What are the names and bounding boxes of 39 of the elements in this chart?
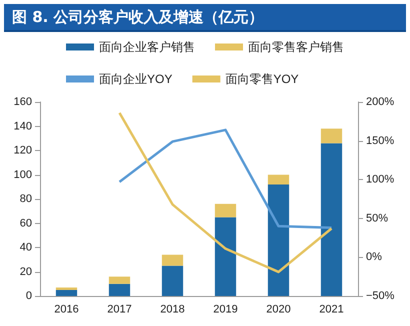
bar xyxy=(56,290,78,296)
x-tick-label: 2019 xyxy=(213,304,238,316)
bar xyxy=(320,128,342,144)
y-tick-label: 40 xyxy=(20,242,32,254)
bar xyxy=(108,284,130,296)
y2-tick-label: 200% xyxy=(366,96,394,108)
y-tick-label: 80 xyxy=(20,193,32,205)
legend-label: 面向零售客户销售 xyxy=(248,40,344,54)
x-tick-label: 2018 xyxy=(160,304,185,316)
legend-label: 面向零售YOY xyxy=(225,72,299,86)
y2-tick-label: 50% xyxy=(366,212,388,224)
y2-tick-label: 0% xyxy=(366,251,382,264)
bar xyxy=(162,266,184,296)
bar xyxy=(214,217,236,296)
y2-tick-label: 100% xyxy=(366,174,394,186)
bar xyxy=(108,276,130,284)
x-tick-label: 2017 xyxy=(107,304,132,316)
line-series xyxy=(118,128,333,229)
bar xyxy=(214,204,236,218)
line-series xyxy=(118,112,333,274)
y2-tick-label: −50% xyxy=(366,290,395,302)
y2-tick-label: 150% xyxy=(366,134,394,147)
legend-label: 面向企业客户销售 xyxy=(99,40,195,54)
y-tick-label: 60 xyxy=(20,217,32,230)
y-tick-label: 100 xyxy=(14,168,32,181)
bar xyxy=(268,174,290,184)
y-tick-label: 140 xyxy=(14,120,32,132)
bar xyxy=(268,184,290,296)
bar xyxy=(162,254,184,266)
bar xyxy=(320,143,342,296)
y-tick-label: 120 xyxy=(14,144,32,156)
y-tick-label: 0 xyxy=(26,290,32,302)
x-tick-label: 2021 xyxy=(319,304,344,316)
x-tick-label: 2020 xyxy=(266,304,291,316)
legend-label: 面向企业YOY xyxy=(99,72,172,86)
x-tick-label: 2016 xyxy=(54,304,79,316)
y-tick-label: 20 xyxy=(20,266,32,278)
y-tick-label: 160 xyxy=(14,96,32,108)
chart-title: 图 8. 公司分客户收入及增速（亿元） xyxy=(4,4,406,32)
